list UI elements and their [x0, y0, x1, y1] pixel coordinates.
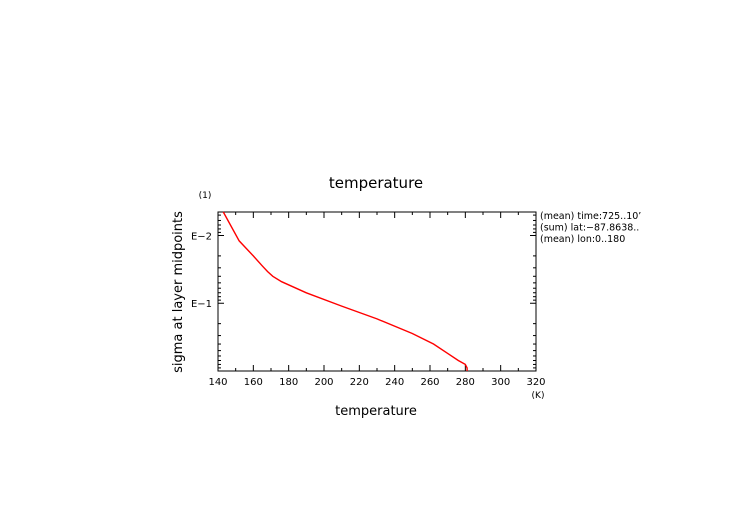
y-tick-label: E−2: [191, 231, 212, 242]
x-axis-ticks: 140 160 180 200 220 240 260 280 300 320: [208, 212, 546, 388]
chart-title: temperature: [329, 174, 423, 192]
plot-frame: [217, 211, 537, 372]
x-tick-label: 300: [491, 377, 510, 388]
chart-note: (mean) time:725..10’: [540, 211, 641, 222]
chart-note: (sum) lat:−87.8638..: [540, 223, 639, 234]
x-axis-unit: (K): [532, 391, 545, 401]
chart-notes: (mean) time:725..10’(sum) lat:−87.8638..…: [540, 211, 641, 245]
chart-note: (mean) lon:0..180: [540, 234, 625, 245]
x-tick-label: 200: [314, 377, 333, 388]
x-axis-label: temperature: [335, 404, 417, 419]
x-tick-label: 220: [350, 377, 369, 388]
y-axis-ticks: E−2 E−1: [191, 214, 536, 372]
y-axis-unit: (1): [199, 191, 212, 201]
temperature-profile-line: [222, 211, 468, 371]
y-axis-label: sigma at layer midpoints: [171, 211, 186, 373]
x-tick-label: 160: [244, 377, 263, 388]
x-tick-label: 140: [208, 377, 227, 388]
y-tick-label: E−1: [191, 299, 212, 310]
x-tick-label: 280: [456, 377, 475, 388]
data-series: [222, 211, 468, 371]
x-tick-label: 180: [279, 377, 298, 388]
x-tick-label: 260: [420, 377, 439, 388]
x-tick-label: 240: [385, 377, 404, 388]
x-tick-label: 320: [526, 377, 545, 388]
